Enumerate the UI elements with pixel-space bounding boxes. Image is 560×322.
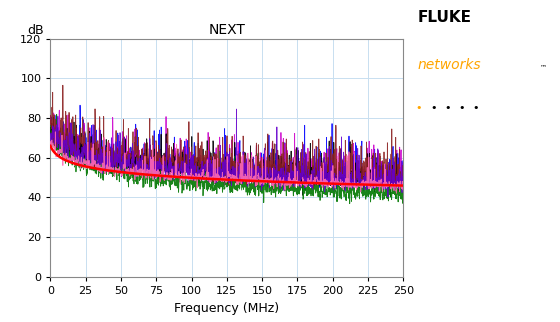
- Text: •: •: [431, 103, 437, 113]
- Title: NEXT: NEXT: [208, 24, 245, 37]
- Text: networks: networks: [417, 58, 481, 72]
- Text: •: •: [459, 103, 465, 113]
- Text: •: •: [416, 103, 422, 113]
- Text: •: •: [473, 103, 479, 113]
- X-axis label: Frequency (MHz): Frequency (MHz): [174, 301, 279, 315]
- Text: ™: ™: [540, 64, 547, 71]
- Text: FLUKE: FLUKE: [417, 10, 471, 25]
- Text: •: •: [445, 103, 451, 113]
- Text: dB: dB: [27, 24, 44, 37]
